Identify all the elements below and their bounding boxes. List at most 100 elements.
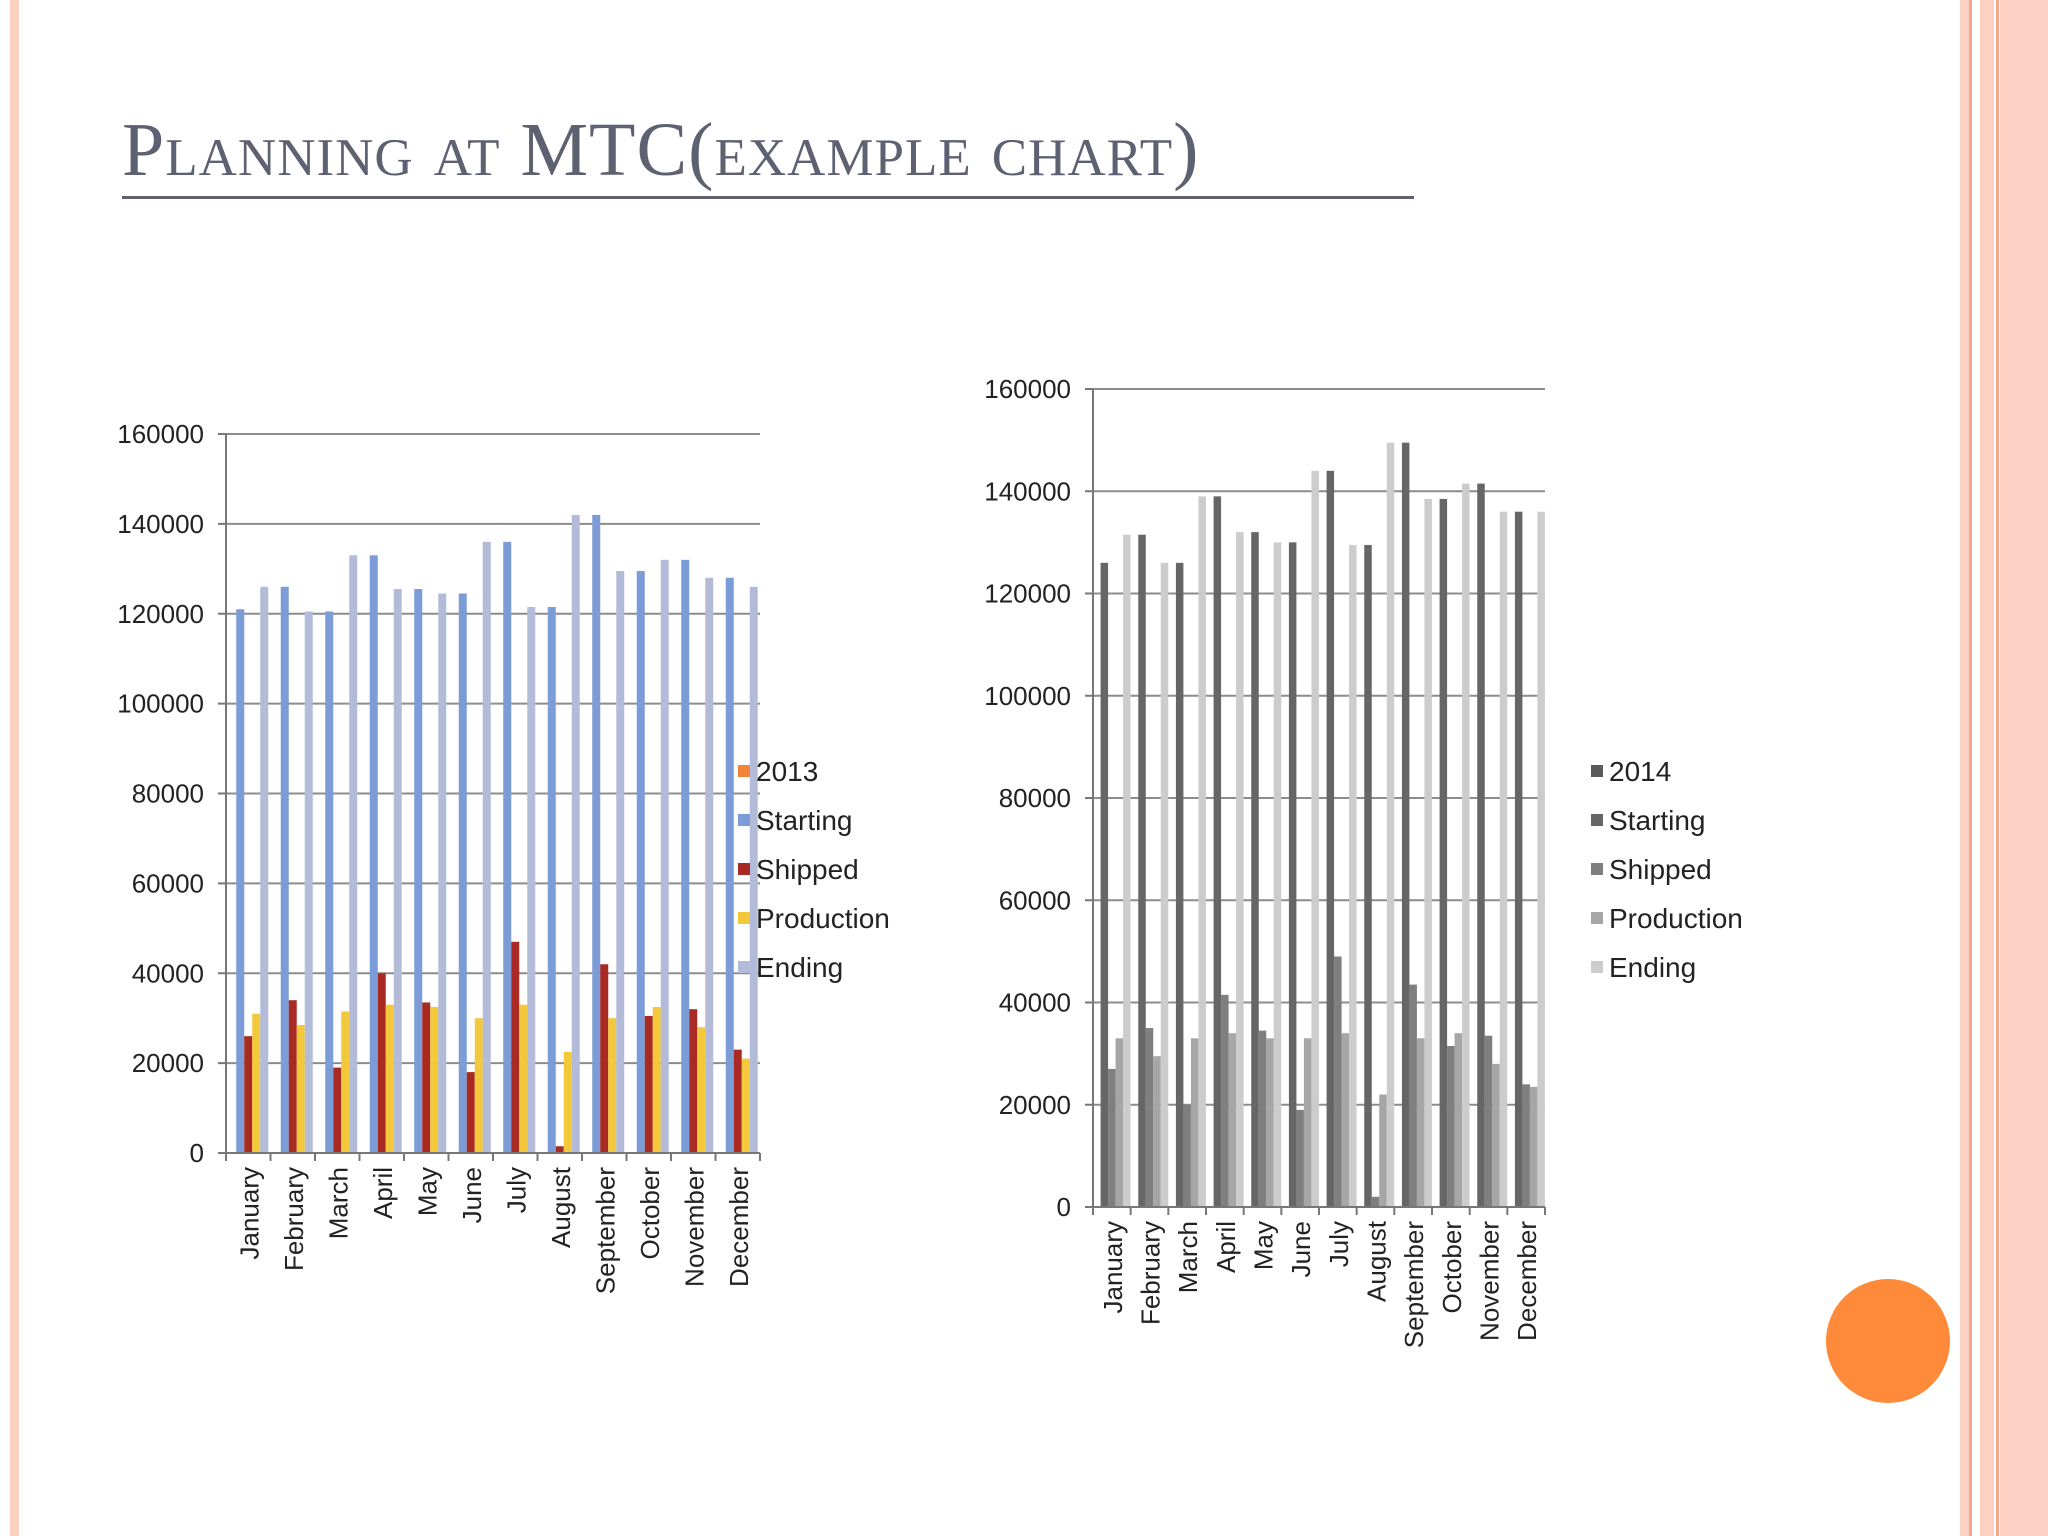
bar-ending-october <box>1462 483 1470 1207</box>
y-tick-label: 140000 <box>117 509 204 539</box>
x-tick-label: January <box>1098 1221 1128 1314</box>
y-tick-label: 20000 <box>132 1048 204 1078</box>
bar-starting-march <box>1175 562 1184 1207</box>
bar-starting-november <box>1477 483 1485 1207</box>
x-tick-label: December <box>1512 1221 1542 1341</box>
bar-shipped-october <box>1447 1045 1455 1207</box>
bar-shipped-april <box>1221 994 1229 1207</box>
x-tick-label: February <box>279 1167 309 1271</box>
x-tick-label: February <box>1136 1221 1166 1325</box>
bar-ending-june <box>1311 470 1319 1207</box>
bar-starting-april <box>369 555 378 1153</box>
bar-starting-august <box>547 607 556 1153</box>
bar-starting-february <box>280 586 289 1153</box>
bar-starting-march <box>325 611 334 1153</box>
legend-swatch-starting <box>738 814 750 826</box>
x-tick-label: August <box>1362 1220 1392 1302</box>
legend-label-2013: 2013 <box>756 756 818 787</box>
bar-starting-may <box>414 589 423 1153</box>
y-tick-label: 40000 <box>132 958 204 988</box>
bar-ending-december <box>1537 511 1545 1207</box>
y-tick-label: 100000 <box>117 689 204 719</box>
title-underline <box>122 196 1414 199</box>
left-border-stripe <box>10 0 19 1536</box>
bar-production-september <box>608 1018 617 1153</box>
bar-production-december <box>1529 1086 1538 1207</box>
legend-swatch-shipped <box>1591 863 1603 875</box>
bar-ending-february <box>304 611 313 1153</box>
bar-production-april <box>1228 1033 1237 1207</box>
y-tick-label: 100000 <box>984 681 1071 711</box>
legend-swatch-starting <box>1591 814 1603 826</box>
bar-production-december <box>741 1058 750 1153</box>
bar-starting-may <box>1251 532 1259 1207</box>
x-tick-label: January <box>234 1167 264 1260</box>
y-tick-label: 140000 <box>984 476 1071 506</box>
bar-ending-january <box>260 586 269 1153</box>
x-tick-label: April <box>368 1167 398 1219</box>
x-tick-label: May <box>1249 1221 1279 1270</box>
right-border-stripe-1 <box>1960 0 1969 1536</box>
bar-ending-november <box>1499 511 1508 1207</box>
y-tick-label: 60000 <box>132 868 204 898</box>
bar-ending-december <box>749 586 758 1153</box>
bar-shipped-october <box>644 1015 653 1153</box>
bar-shipped-march <box>1183 1104 1191 1207</box>
bar-production-january <box>252 1013 261 1153</box>
y-tick-label: 120000 <box>117 599 204 629</box>
legend-swatch-ending <box>738 961 750 973</box>
legend-swatch-shipped <box>738 863 750 875</box>
y-tick-label: 160000 <box>984 374 1071 404</box>
bar-shipped-february <box>288 1000 297 1153</box>
bar-production-june <box>474 1018 483 1153</box>
x-tick-label: November <box>1475 1221 1505 1341</box>
y-tick-label: 80000 <box>132 779 204 809</box>
x-tick-label: December <box>724 1167 754 1287</box>
x-tick-label: March <box>323 1167 353 1239</box>
bar-production-september <box>1416 1038 1425 1207</box>
right-border-stripe-2 <box>1969 0 1972 1536</box>
legend-label-shipped: Shipped <box>1609 854 1712 885</box>
x-tick-label: October <box>635 1167 665 1260</box>
slide-title: Planning at MTC(example chart) <box>122 108 1200 192</box>
bar-starting-october <box>1439 498 1448 1207</box>
y-tick-label: 40000 <box>999 988 1071 1018</box>
bar-production-august <box>1379 1094 1387 1207</box>
legend-label-production: Production <box>756 903 890 934</box>
right-border-stripe-3 <box>1980 0 1994 1536</box>
bar-production-august <box>563 1051 572 1153</box>
bar-shipped-april <box>377 973 386 1153</box>
legend-swatch-2013 <box>738 765 750 777</box>
bar-ending-august <box>571 514 580 1153</box>
bar-ending-april <box>393 589 402 1153</box>
bar-starting-december <box>725 577 734 1153</box>
bar-production-february <box>296 1024 305 1153</box>
bar-ending-september <box>1424 498 1432 1207</box>
bar-ending-july <box>1349 544 1357 1207</box>
y-tick-label: 80000 <box>999 783 1071 813</box>
x-tick-label: August <box>546 1166 576 1248</box>
bar-starting-february <box>1138 534 1146 1207</box>
bar-starting-september <box>592 514 601 1153</box>
x-tick-label: September <box>1399 1221 1429 1349</box>
orange-circle-decoration <box>1826 1279 1950 1403</box>
bar-production-june <box>1303 1038 1312 1207</box>
bar-ending-november <box>705 577 714 1153</box>
bar-ending-june <box>482 541 491 1153</box>
bar-production-july <box>519 1004 528 1153</box>
bar-shipped-february <box>1145 1028 1154 1207</box>
legend-label-production: Production <box>1609 903 1743 934</box>
bar-production-february <box>1153 1056 1161 1207</box>
bar-shipped-november <box>689 1009 698 1153</box>
x-tick-label: March <box>1173 1221 1203 1293</box>
y-tick-label: 0 <box>190 1138 204 1168</box>
bar-shipped-december <box>1522 1084 1530 1207</box>
bar-shipped-may <box>422 1002 431 1153</box>
bar-ending-october <box>660 559 669 1153</box>
legend-label-ending: Ending <box>756 952 843 983</box>
bar-shipped-january <box>244 1036 253 1153</box>
bar-starting-july <box>503 541 512 1153</box>
bar-shipped-may <box>1258 1030 1267 1207</box>
